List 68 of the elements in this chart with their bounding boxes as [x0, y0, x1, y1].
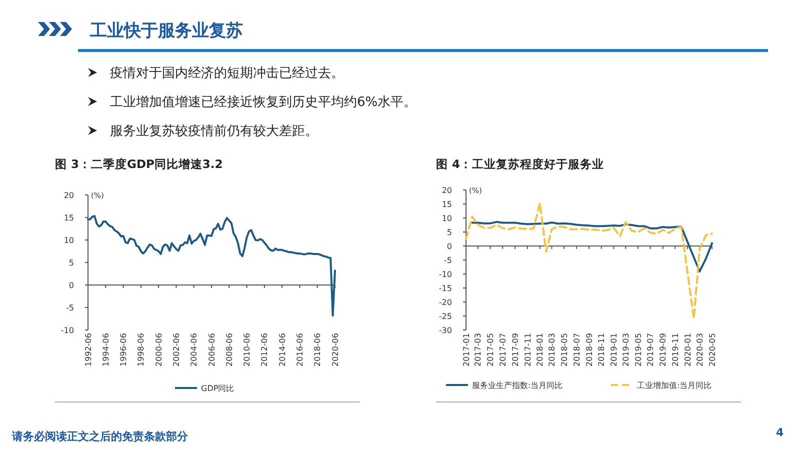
x-tick-label: 2017-11 — [523, 333, 532, 366]
x-tick-label: 2017-01 — [462, 333, 471, 366]
x-tick-label: 2019-11 — [670, 333, 680, 366]
x-tick-label: 2018-01 — [536, 333, 545, 366]
y-tick-label: 10 — [442, 214, 452, 223]
y-tick-label: 20 — [64, 190, 74, 200]
x-tick-label: 2010-06 — [242, 333, 252, 366]
y-tick-label: -25 — [438, 312, 452, 321]
y-tick-label: -15 — [438, 284, 452, 293]
x-tick-label: 2020-01 — [683, 333, 692, 366]
x-tick-label: 2018-07 — [572, 333, 582, 366]
x-tick-label: 2006-06 — [207, 333, 216, 366]
x-tick-label: 2002-06 — [172, 333, 181, 366]
x-tick-label: 1998-06 — [136, 333, 146, 366]
x-tick-label: 2019-03 — [621, 333, 630, 366]
y-tick-label: 15 — [64, 213, 74, 222]
x-tick-label: 2017-09 — [510, 333, 520, 366]
y-tick-label: 15 — [442, 200, 452, 209]
y-tick-label: -10 — [438, 270, 452, 279]
x-tick-label: 2020-06 — [330, 333, 340, 366]
x-tick-label: 2017-07 — [498, 333, 508, 366]
text: 工业增加值增速已经接近恢复到历史平均约6%水平。 — [110, 95, 417, 110]
x-tick-label: 2017-03 — [474, 333, 483, 366]
y-tick-label: 10 — [64, 236, 74, 245]
text: 疫情对于国内经济的短期冲击已经过去。 — [110, 66, 344, 81]
text: 4 — [776, 426, 784, 439]
x-tick-label: 1996-06 — [119, 333, 128, 366]
y-tick-label: 0 — [446, 242, 452, 251]
x-tick-label: 2019-01 — [609, 333, 618, 366]
x-tick-label: 2018-09 — [584, 333, 594, 366]
x-tick-label: 2004-06 — [190, 333, 199, 366]
y-tick-label: -5 — [66, 303, 74, 312]
x-tick-label: 2018-03 — [548, 333, 557, 366]
x-tick-label: 2012-06 — [260, 333, 270, 366]
y-tick-label: -5 — [444, 256, 452, 265]
x-tick-label: 2000-06 — [154, 333, 164, 366]
x-tick-label: 1992-06 — [84, 333, 93, 366]
text: 请务必阅读正文之后的免责条款部分 — [11, 430, 189, 443]
x-tick-label: 2017-05 — [486, 333, 496, 366]
x-tick-label: 2019-07 — [646, 333, 656, 366]
chart-title: 图 3：二季度GDP同比增速3.2 — [55, 157, 223, 171]
line-series — [465, 202, 713, 320]
legend-label: 服务业生产指数:当月同比 — [472, 380, 563, 390]
y-tick-label: 5 — [68, 258, 74, 268]
line-series — [87, 215, 336, 317]
x-tick-label: 2020-03 — [695, 333, 704, 366]
y-tick-label: 0 — [68, 280, 74, 290]
text: 工业快于服务业复苏 — [89, 21, 243, 41]
legend-label: GDP同比 — [201, 384, 234, 393]
y-tick-label: -30 — [438, 326, 452, 335]
chart-title: 图 4：工业复苏程度好于服务业 — [436, 157, 604, 171]
x-tick-label: 2018-06 — [313, 333, 322, 366]
text: 服务业复苏较疫情前仍有较大差距。 — [110, 124, 318, 139]
x-tick-label: 2016-06 — [296, 333, 305, 366]
x-tick-label: 2019-05 — [634, 333, 643, 366]
x-tick-label: 2018-11 — [597, 333, 606, 366]
x-tick-label: 2008-06 — [224, 333, 234, 366]
legend-label: 工业增加值:当月同比 — [637, 380, 712, 390]
y-tick-label: -20 — [438, 298, 452, 307]
x-tick-label: 1994-06 — [101, 333, 110, 366]
y-tick-label: 20 — [442, 186, 452, 195]
x-tick-label: 2019-09 — [658, 333, 668, 366]
x-tick-label: 2014-06 — [278, 333, 287, 366]
y-tick-label: -10 — [60, 326, 74, 335]
y-tick-label: 5 — [446, 228, 452, 237]
x-tick-label: 2018-05 — [560, 333, 569, 366]
x-tick-label: 2020-05 — [708, 333, 717, 366]
line-series — [471, 220, 713, 272]
